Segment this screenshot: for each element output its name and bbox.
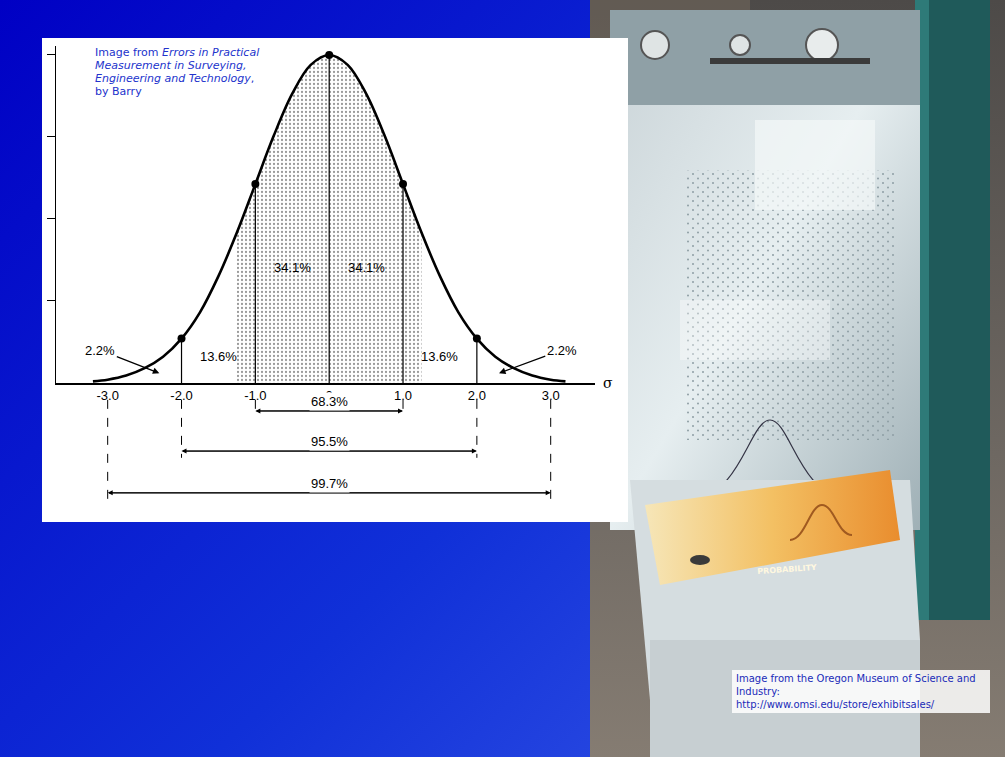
svg-text:13.6%: 13.6%	[200, 349, 237, 364]
svg-text:1.0: 1.0	[394, 388, 412, 403]
svg-text:68.3%: 68.3%	[311, 394, 348, 409]
svg-text:3.0: 3.0	[542, 388, 560, 403]
svg-text:2.2%: 2.2%	[85, 343, 115, 358]
html-text:Image from the Oregon Museum o: Image from the Oregon Museum of Science …	[736, 673, 976, 697]
svg-text:-2.0: -2.0	[170, 388, 192, 403]
svg-text:13.6%: 13.6%	[421, 349, 458, 364]
svg-text:-1.0: -1.0	[244, 388, 266, 403]
svg-text:-3.0: -3.0	[96, 388, 118, 403]
svg-text:34.1%: 34.1%	[348, 260, 385, 275]
svg-text:σ: σ	[603, 375, 613, 391]
html-text:Image from Errors in Practical: Image from Errors in Practical Measureme…	[95, 46, 260, 98]
html-text:PROBABILITY: PROBABILITY	[757, 562, 817, 577]
svg-text:95.5%: 95.5%	[311, 434, 348, 449]
svg-text:99.7%: 99.7%	[311, 476, 348, 491]
svg-text:0: 0	[326, 388, 333, 403]
html-text:http://www.omsi.edu/store/exhi: http://www.omsi.edu/store/exhibitsales/	[736, 699, 935, 710]
svg-text:2.0: 2.0	[468, 388, 486, 403]
svg-text:2.2%: 2.2%	[547, 343, 577, 358]
svg-text:34.1%: 34.1%	[274, 260, 311, 275]
